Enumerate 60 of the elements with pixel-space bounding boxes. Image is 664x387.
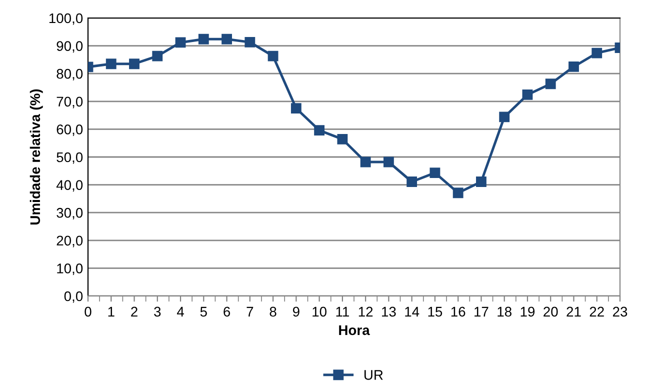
x-tick-label: 5 bbox=[200, 306, 207, 317]
point bbox=[452, 188, 464, 198]
x-tick-label: 15 bbox=[428, 306, 442, 317]
y-tick-label: 10,0 bbox=[57, 264, 83, 276]
x-tick-label: 6 bbox=[224, 306, 230, 317]
point bbox=[430, 168, 440, 178]
y-tick-label: 20,0 bbox=[56, 236, 83, 248]
x-tick-label: 17 bbox=[474, 306, 488, 316]
point bbox=[152, 50, 163, 62]
y-tick-label: 60,0 bbox=[56, 124, 83, 136]
y-tick-label: 100,0 bbox=[49, 13, 83, 25]
x-axis-title: Hora bbox=[339, 325, 370, 336]
point bbox=[568, 61, 579, 72]
point bbox=[314, 125, 325, 136]
x-tick-label: 7 bbox=[246, 306, 254, 316]
y-tick-label: 50,0 bbox=[56, 152, 83, 164]
y-tick-label: 90,0 bbox=[56, 41, 83, 53]
point bbox=[290, 103, 302, 114]
point bbox=[383, 156, 394, 168]
y-tick-label: 70,0 bbox=[56, 96, 83, 108]
point bbox=[476, 176, 486, 187]
point bbox=[175, 37, 186, 48]
point bbox=[129, 58, 140, 70]
x-tick-label: 11 bbox=[336, 306, 349, 316]
x-tick-label: 4 bbox=[176, 306, 184, 316]
x-tick-label: 12 bbox=[358, 306, 373, 316]
point bbox=[222, 34, 232, 44]
x-tick-label: 10 bbox=[312, 306, 326, 317]
x-tick-label: 16 bbox=[451, 306, 466, 317]
point bbox=[499, 112, 510, 122]
point bbox=[545, 78, 556, 90]
x-tick-label: 20 bbox=[544, 306, 558, 317]
point bbox=[244, 36, 256, 48]
x-tick-label: 18 bbox=[498, 306, 512, 317]
point bbox=[337, 134, 348, 144]
point bbox=[268, 50, 278, 62]
y-tick-label: 30,0 bbox=[56, 208, 83, 220]
point bbox=[406, 176, 418, 187]
y-tick-label: 80,0 bbox=[56, 68, 83, 80]
x-tick-label: 2 bbox=[131, 306, 138, 316]
point bbox=[198, 34, 209, 44]
x-tick-label: 8 bbox=[270, 306, 276, 317]
y-tick-label: 0,0 bbox=[64, 291, 83, 303]
point bbox=[360, 156, 371, 168]
x-tick-label: 22 bbox=[590, 306, 604, 316]
y-axis-title: Umidade relativa (%) bbox=[30, 89, 43, 224]
point bbox=[522, 90, 533, 100]
point bbox=[592, 48, 602, 58]
x-tick-label: 19 bbox=[520, 306, 535, 317]
y-tick-label: 40,0 bbox=[56, 180, 83, 192]
x-tick-label: 23 bbox=[612, 306, 628, 317]
x-tick-label: 21 bbox=[566, 306, 581, 316]
x-tick-label: 9 bbox=[292, 306, 300, 317]
point bbox=[106, 58, 116, 70]
legend-label: UR bbox=[364, 370, 383, 380]
x-tick-label: 0 bbox=[84, 306, 92, 317]
x-tick-label: 1 bbox=[108, 306, 114, 316]
x-tick-label: 14 bbox=[405, 306, 420, 316]
x-tick-label: 13 bbox=[382, 306, 396, 317]
x-tick-label: 3 bbox=[154, 306, 161, 317]
